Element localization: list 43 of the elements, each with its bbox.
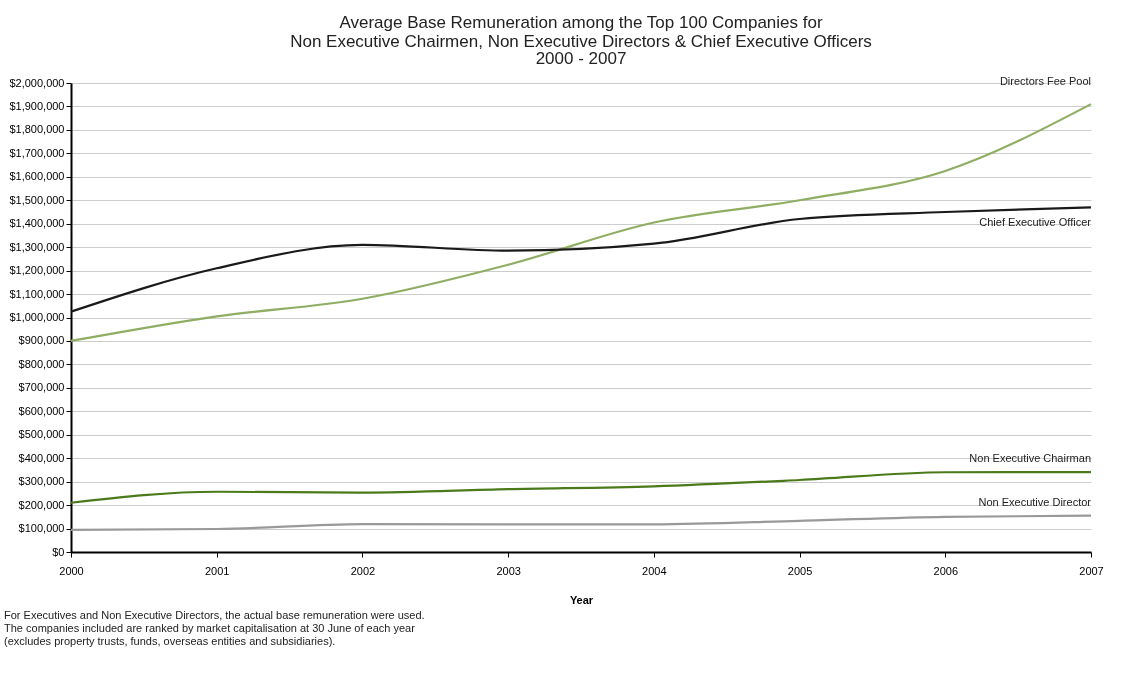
y-tick-label: $1,500,000 — [9, 193, 65, 206]
y-tick-label: $200,000 — [18, 498, 65, 511]
x-tick-label: 2006 — [933, 564, 959, 577]
series-label: Non Executive Director — [978, 495, 1092, 508]
text: For Executives and Non Executive Directors, the actual base remuneration were used. — [4, 609, 426, 622]
line-series — [69, 103, 1093, 343]
y-tick-label: $400,000 — [18, 451, 65, 464]
y-tick-label: $1,200,000 — [9, 264, 65, 277]
text: (excludes property trusts, funds, overseas entities and subsidiaries). — [4, 635, 337, 648]
y-tick-label: $1,700,000 — [9, 146, 65, 159]
x-tick-label: 2001 — [204, 564, 230, 577]
x-tick-label: 2002 — [350, 564, 376, 577]
chart-subtitle: 2000 - 2007 — [535, 49, 627, 69]
y-tick-label: $1,100,000 — [9, 287, 65, 300]
y-tick-label: $1,600,000 — [9, 170, 65, 183]
y-tick-label: $500,000 — [18, 428, 65, 441]
text: The companies included are ranked by market capitalisation at 30 June of each year — [4, 622, 416, 635]
y-tick-label: $1,900,000 — [9, 99, 65, 112]
x-axis-title: Year — [569, 593, 594, 606]
y-tick-label: $1,000,000 — [9, 311, 65, 323]
series-label: Non Executive Chairman — [969, 452, 1091, 465]
y-tick-label: $100,000 — [18, 522, 65, 535]
x-tick-label: 2003 — [496, 564, 521, 577]
series-label: Directors Fee Pool — [999, 75, 1091, 88]
line-series — [69, 470, 1093, 504]
y-tick-label: $800,000 — [18, 357, 65, 370]
y-tick-label: $300,000 — [18, 475, 65, 488]
y-tick-label: $900,000 — [18, 334, 65, 347]
y-tick-label: $1,800,000 — [9, 123, 65, 136]
y-tick-label: $2,000,000 — [9, 76, 65, 89]
line-series — [69, 206, 1093, 313]
y-tick-label: $600,000 — [18, 404, 65, 417]
y-tick-label: $1,400,000 — [9, 217, 65, 230]
line-series — [69, 514, 1093, 532]
x-tick-label: 2004 — [642, 564, 667, 577]
x-tick-label: 2005 — [787, 564, 813, 577]
chart-title: Average Base Remuneration among the Top 100 Companies for Non Executive Chairmen, Non Executive Directors & Chief Executive Officers — [290, 13, 872, 52]
x-tick-label: 2007 — [1079, 564, 1104, 577]
y-tick-label: $700,000 — [18, 381, 65, 394]
x-tick-label: 2000 — [59, 564, 84, 577]
y-tick-label: $0 — [52, 545, 65, 558]
y-tick-label: $1,300,000 — [9, 240, 65, 253]
series-label: Chief Executive Officer — [979, 216, 1092, 229]
